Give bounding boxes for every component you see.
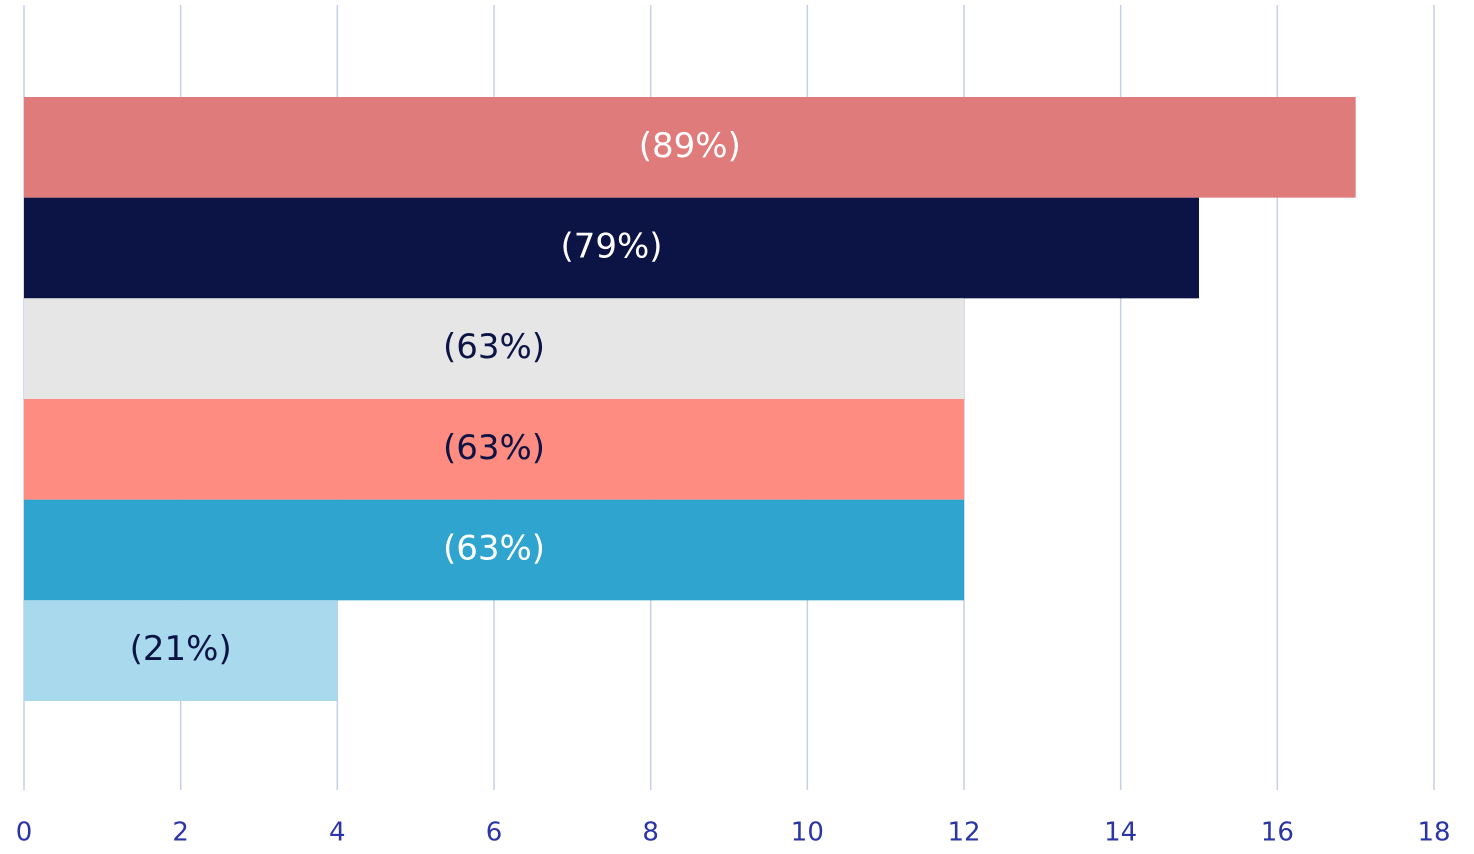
x-tick-label: 10 xyxy=(791,818,824,848)
bar-label: (89%) xyxy=(639,126,741,166)
bar-label: (21%) xyxy=(130,629,232,669)
bar xyxy=(24,499,964,601)
bar-label: (79%) xyxy=(560,227,662,267)
x-tick-label: 0 xyxy=(16,818,33,848)
bar xyxy=(24,197,1199,299)
x-tick-label: 8 xyxy=(642,818,659,848)
x-tick-label: 6 xyxy=(486,818,503,848)
x-tick-label: 12 xyxy=(947,818,980,848)
bar xyxy=(24,298,964,399)
bar-label: (63%) xyxy=(443,529,545,569)
bar-label: (63%) xyxy=(443,327,545,367)
bar xyxy=(24,97,1356,198)
x-tick-label: 18 xyxy=(1417,818,1450,848)
x-tick-label: 14 xyxy=(1104,818,1137,848)
bar-label: (63%) xyxy=(443,428,545,468)
x-tick-label: 16 xyxy=(1261,818,1294,848)
x-tick-label: 2 xyxy=(172,818,189,848)
bar xyxy=(24,399,964,500)
bar xyxy=(24,600,338,701)
x-tick-label: 4 xyxy=(329,818,346,848)
